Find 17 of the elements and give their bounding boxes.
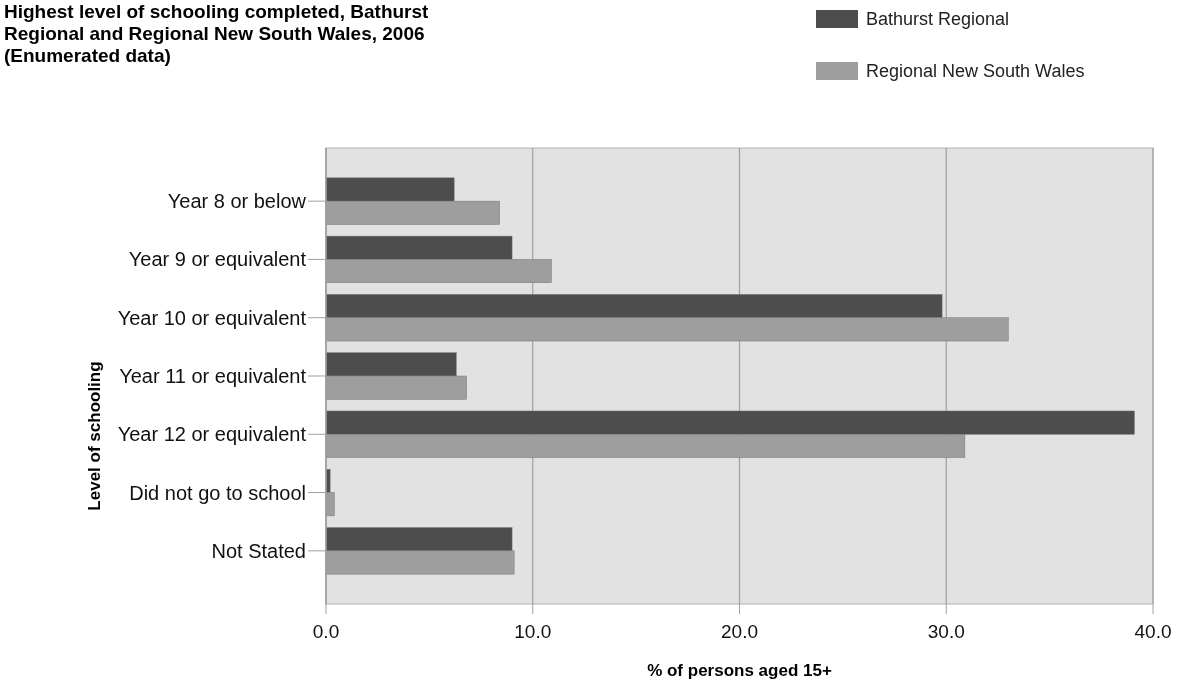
y-tick-label: Not Stated	[211, 539, 306, 562]
x-tick-label: 10.0	[514, 621, 552, 642]
y-tick-label: Year 8 or below	[167, 190, 307, 213]
legend-label: Regional New South Wales	[866, 61, 1085, 81]
x-tick-label: 40.0	[1134, 621, 1172, 642]
x-tick-label: 30.0	[927, 621, 965, 642]
y-tick-label: Year 11 or equivalent	[119, 365, 307, 387]
x-tick-label: 20.0	[721, 621, 758, 642]
y-axis-title: Level of schooling	[85, 361, 104, 511]
y-tick-label: Year 10 or equivalent	[117, 306, 307, 329]
x-tick-label: 0.0	[312, 621, 340, 642]
x-axis-title: % of persons aged 15+	[647, 661, 832, 680]
y-tick-label: Year 12 or equivalent	[117, 423, 307, 446]
legend-label: Bathurst Regional	[866, 9, 1010, 29]
y-tick-label: Did not go to school	[129, 481, 306, 504]
y-tick-label: Year 9 or equivalent	[128, 248, 307, 271]
chart-title: Highest level of schooling completed, Bathurst Regional and Regional New South Wales, 2006 (Enumerated data)	[4, 1, 430, 66]
